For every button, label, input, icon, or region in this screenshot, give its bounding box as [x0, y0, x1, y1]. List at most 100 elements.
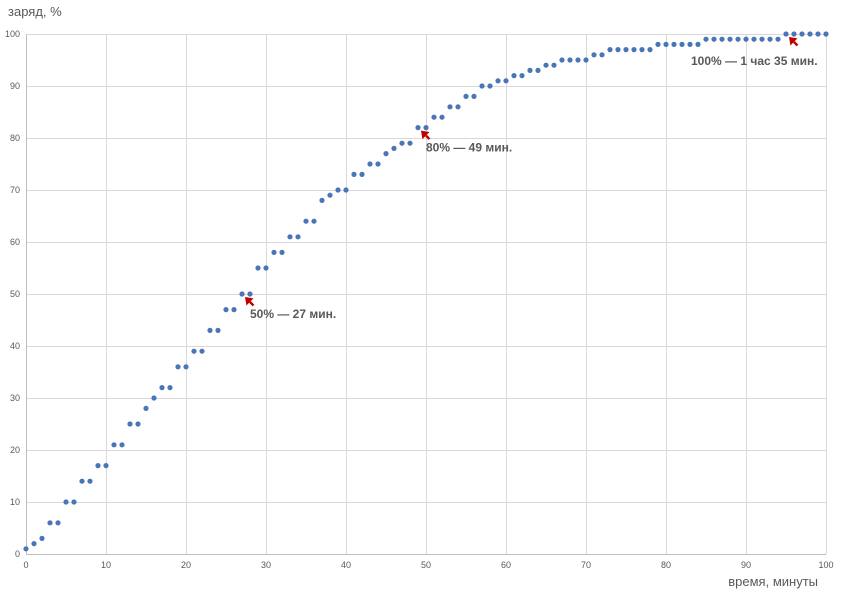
data-point — [63, 499, 69, 505]
data-point — [335, 187, 341, 193]
data-point — [487, 83, 493, 89]
y-axis-title: заряд, % — [8, 4, 62, 19]
data-point — [399, 140, 405, 146]
arrow-shaft — [249, 301, 255, 307]
data-point — [151, 395, 157, 401]
data-point — [327, 192, 333, 198]
data-point — [255, 265, 261, 271]
data-point — [439, 114, 445, 120]
data-point — [79, 478, 85, 484]
data-point — [319, 197, 325, 203]
data-point — [447, 104, 453, 110]
annotation-label: 100% — 1 час 35 мин. — [691, 54, 818, 68]
data-point — [791, 31, 797, 37]
y-tick-label: 90 — [10, 81, 20, 91]
data-point — [303, 218, 309, 224]
grid — [26, 34, 827, 554]
data-point — [639, 47, 645, 53]
data-point — [95, 463, 101, 469]
x-tick-label: 80 — [661, 560, 671, 570]
data-point — [119, 442, 125, 448]
data-point — [783, 31, 789, 37]
data-point — [31, 541, 37, 547]
x-tick-label: 90 — [741, 560, 751, 570]
data-point — [279, 249, 285, 255]
data-point — [223, 307, 229, 313]
data-point — [615, 47, 621, 53]
data-point — [703, 36, 709, 42]
data-point — [423, 125, 429, 131]
x-tick-label: 10 — [101, 560, 111, 570]
y-tick-label: 80 — [10, 133, 20, 143]
data-point — [375, 161, 381, 167]
data-point — [759, 36, 765, 42]
data-point — [175, 364, 181, 370]
data-point — [463, 93, 469, 99]
data-point — [39, 535, 45, 542]
annotations: 50% — 27 мин. 80% — 49 мин. 100% — 1 час 3… — [245, 37, 818, 321]
data-point — [495, 78, 501, 84]
data-point — [535, 67, 541, 73]
arrow-head-icon — [789, 37, 798, 46]
data-point — [143, 405, 149, 411]
y-tick-label: 0 — [15, 549, 20, 559]
data-point — [311, 218, 317, 224]
arrow-shaft — [793, 41, 799, 47]
data-point — [431, 114, 437, 120]
data-point — [343, 187, 349, 193]
data-point — [367, 161, 373, 167]
data-point — [671, 41, 677, 48]
data-points — [23, 31, 829, 552]
y-tick-label: 10 — [10, 497, 20, 507]
data-point — [111, 442, 117, 448]
data-point — [231, 307, 237, 313]
arrow-shaft — [425, 134, 431, 140]
data-point — [735, 36, 741, 42]
annotation: 80% — 49 мин. — [421, 130, 512, 155]
data-point — [567, 57, 573, 63]
x-tick-label: 40 — [341, 560, 351, 570]
data-point — [607, 47, 613, 53]
data-point — [727, 36, 733, 42]
data-point — [71, 499, 77, 505]
data-point — [295, 234, 301, 240]
data-point — [127, 421, 133, 427]
data-point — [815, 31, 821, 37]
data-point — [215, 327, 221, 333]
annotation: 50% — 27 мин. — [245, 297, 336, 321]
data-point — [47, 520, 53, 526]
data-point — [287, 234, 293, 240]
data-point — [191, 348, 197, 354]
data-point — [543, 62, 549, 68]
data-point — [135, 421, 141, 427]
data-point — [207, 327, 213, 333]
data-point — [711, 36, 717, 42]
data-point — [199, 348, 205, 354]
data-point — [55, 520, 61, 526]
y-tick-label: 70 — [10, 185, 20, 195]
data-point — [271, 249, 277, 255]
data-point — [407, 140, 413, 146]
data-point — [471, 93, 477, 99]
data-point — [263, 265, 269, 271]
data-point — [415, 125, 421, 131]
data-point — [623, 47, 629, 53]
tick-labels: 0 10 20 30 40 50 60 70 80 90 100 0 10 20 30 40 50 60 70 80 9… — [5, 29, 834, 570]
axes — [26, 34, 826, 555]
data-point — [743, 36, 749, 42]
data-point — [679, 41, 685, 48]
x-tick-label: 20 — [181, 560, 191, 570]
data-point — [479, 83, 485, 89]
data-point — [591, 52, 597, 58]
data-point — [527, 67, 533, 73]
data-point — [391, 145, 397, 151]
y-tick-label: 50 — [10, 289, 20, 299]
y-tick-label: 40 — [10, 341, 20, 351]
data-point — [503, 78, 509, 84]
data-point — [359, 171, 365, 177]
data-point — [383, 151, 389, 157]
data-point — [807, 31, 813, 37]
y-tick-label: 60 — [10, 237, 20, 247]
data-point — [87, 478, 93, 484]
